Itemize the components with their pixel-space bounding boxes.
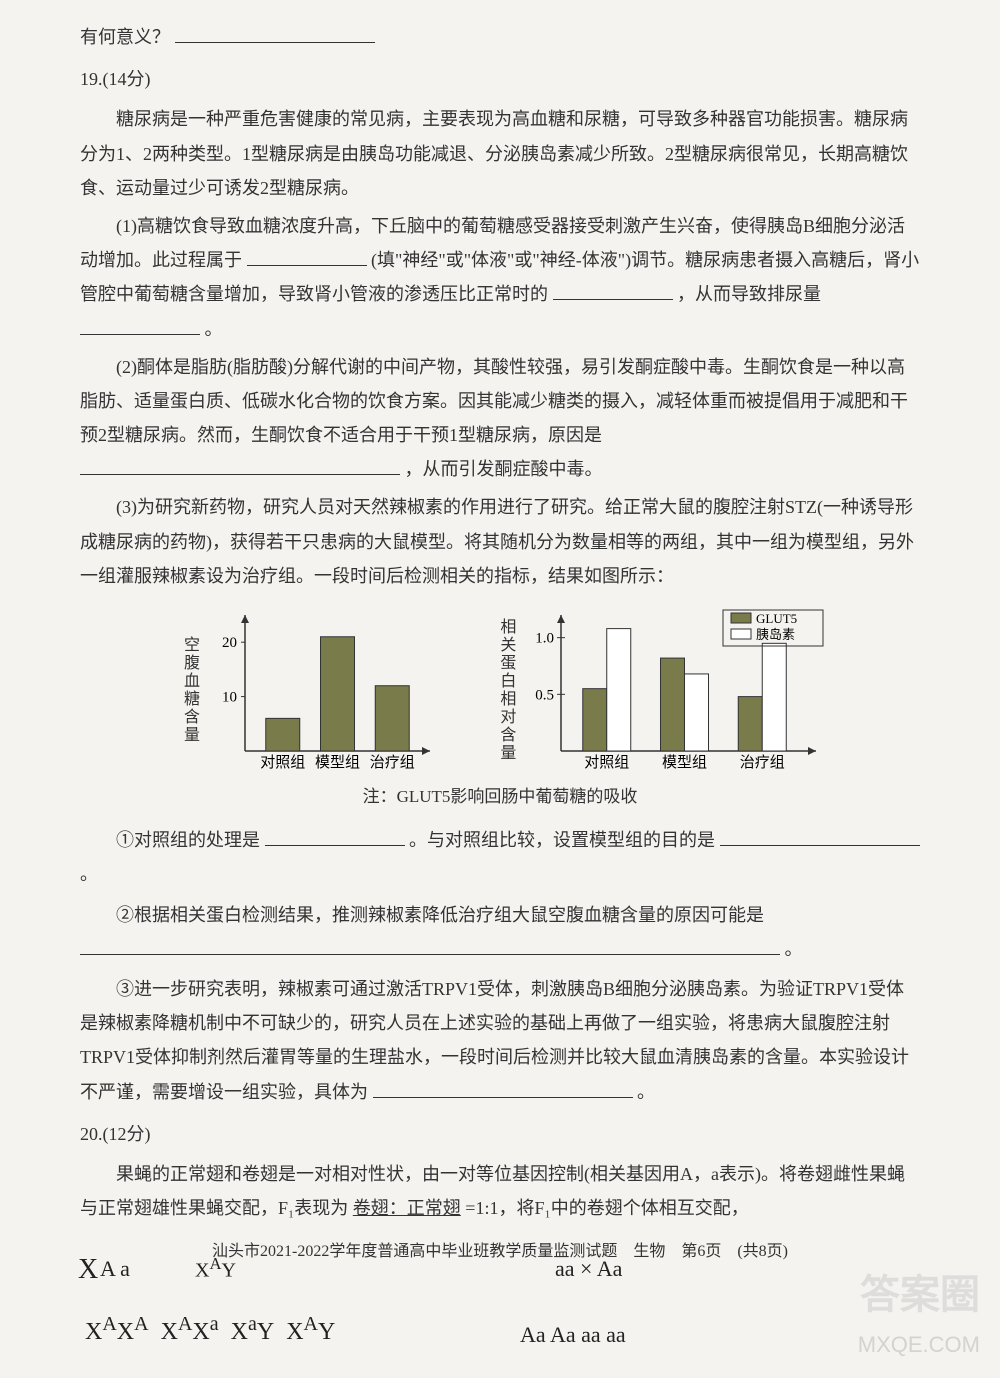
handwriting: A a xyxy=(100,1248,130,1290)
chart1-wrap: 空腹血糖含量 10 20 对照组模型组治疗组 xyxy=(174,605,440,775)
q19-intro: 糖尿病是一种严重危害健康的常见病，主要表现为高血糖和尿糖，可导致多种器官功能损害… xyxy=(80,102,920,205)
handwriting: XAY xyxy=(195,1248,236,1290)
blank xyxy=(373,1080,633,1098)
chart1-ylabel: 空腹血糖含量 xyxy=(174,636,204,744)
svg-text:20: 20 xyxy=(222,635,237,651)
text: 。 xyxy=(80,864,98,884)
q19-sub2: ②根据相关蛋白检测结果，推测辣椒素降低治疗组大鼠空腹血糖含量的原因可能是 。 xyxy=(80,898,920,966)
blank xyxy=(175,25,375,43)
header-text: 有何意义？ xyxy=(80,27,170,47)
q19-header: 19.(14分) xyxy=(80,62,920,96)
text: =1:1，将F₁中的卷翅个体相互交配， xyxy=(465,1198,748,1218)
handwriting: XAXA XAXa XaY XAY xyxy=(85,1305,335,1356)
q19-part3: (3)为研究新药物，研究人员对天然辣椒素的作用进行了研究。给正常大鼠的腹腔注射S… xyxy=(80,490,920,593)
watermark: MXQE.COM xyxy=(858,1324,980,1366)
text: ②根据相关蛋白检测结果，推测辣椒素降低治疗组大鼠空腹血糖含量的原因可能是 xyxy=(116,905,764,925)
text: 。 xyxy=(637,1082,655,1102)
svg-text:胰岛素: 胰岛素 xyxy=(756,627,795,642)
svg-text:GLUT5: GLUT5 xyxy=(756,611,797,626)
q19-part1: (1)高糖饮食导致血糖浓度升高，下丘脑中的葡萄糖感受器接受刺激产生兴奋，使得胰岛… xyxy=(80,209,920,346)
chart2-ylabel: 相关蛋白相对含量 xyxy=(490,618,520,762)
svg-text:10: 10 xyxy=(222,690,237,706)
text: 。 xyxy=(785,939,803,959)
text: 。 xyxy=(205,319,223,339)
svg-text:0.5: 0.5 xyxy=(536,687,555,703)
blank xyxy=(80,457,400,475)
svg-text:治疗组: 治疗组 xyxy=(740,754,785,771)
text: (2)酮体是脂肪(脂肪酸)分解代谢的中间产物，其酸性较强，易引发酮症酸中毒。生酮… xyxy=(80,357,908,445)
prev-question-tail: 有何意义？ xyxy=(80,20,920,54)
svg-text:模型组: 模型组 xyxy=(662,754,707,771)
chart1-svg: 10 20 对照组模型组治疗组 xyxy=(210,605,440,775)
svg-text:对照组: 对照组 xyxy=(260,754,305,771)
chart-note: 注：GLUT5影响回肠中葡萄糖的吸收 xyxy=(80,781,920,813)
watermark: 答案圈 xyxy=(860,1257,980,1333)
q19-sub3: ③进一步研究表明，辣椒素可通过激活TRPV1受体，刺激胰岛B细胞分泌胰岛素。为验… xyxy=(80,972,920,1109)
blank xyxy=(247,248,367,266)
text: ，从而引发酮症酸中毒。 xyxy=(405,459,603,479)
svg-text:对照组: 对照组 xyxy=(585,754,630,771)
svg-text:治疗组: 治疗组 xyxy=(370,754,415,771)
q19-part2: (2)酮体是脂肪(脂肪酸)分解代谢的中间产物，其酸性较强，易引发酮症酸中毒。生酮… xyxy=(80,350,920,487)
blank xyxy=(553,282,673,300)
chart2-wrap: 相关蛋白相对含量 0.5 1.0 对照组 模型组 治疗组 GLUT5胰岛素 xyxy=(490,605,826,775)
chart2-svg: 0.5 1.0 对照组 模型组 治疗组 GLUT5胰岛素 xyxy=(526,605,826,775)
svg-text:模型组: 模型组 xyxy=(315,754,360,771)
text: 。与对照组比较，设置模型组的目的是 xyxy=(409,830,715,850)
blank xyxy=(80,317,200,335)
charts-row: 空腹血糖含量 1020对照组模型组治疗组 相关蛋白相对含量 0.51.0对照组模… xyxy=(80,605,920,775)
q20-header: 20.(12分) xyxy=(80,1117,920,1151)
blank xyxy=(265,828,405,846)
handwriting: aa × Aa xyxy=(555,1248,622,1290)
q20-p1: 果蝇的正常翅和卷翅是一对相对性状，由一对等位基因控制(相关基因用A，a表示)。将… xyxy=(80,1157,920,1225)
underlined-text: 卷翅：正常翅 xyxy=(353,1198,461,1218)
blank xyxy=(720,828,920,846)
blank xyxy=(80,937,780,955)
handwriting: Aa Aa aa aa xyxy=(520,1314,626,1356)
svg-text:1.0: 1.0 xyxy=(536,631,555,647)
text: ①对照组的处理是 xyxy=(116,830,260,850)
handwriting: X xyxy=(78,1243,98,1296)
q19-sub1: ①对照组的处理是 。与对照组比较，设置模型组的目的是 。 xyxy=(80,823,920,891)
text: ，从而导致排尿量 xyxy=(677,284,821,304)
